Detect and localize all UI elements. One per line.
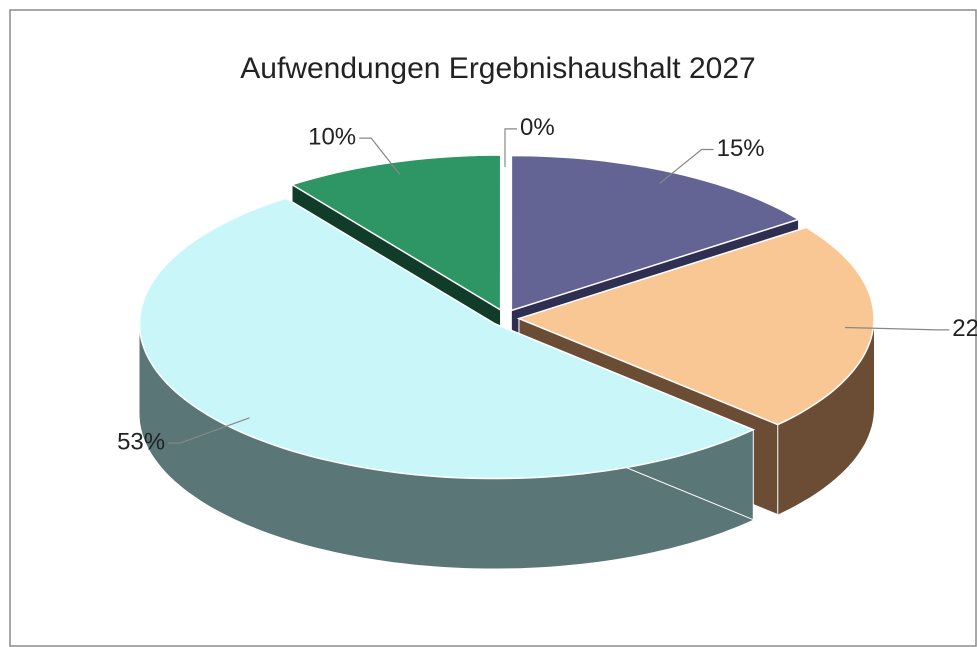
leader-line — [168, 417, 250, 444]
data-label: 15% — [717, 135, 765, 162]
leader-line — [844, 326, 950, 331]
slice-side — [777, 318, 874, 515]
slice-side — [139, 323, 754, 569]
data-label: 53% — [117, 428, 165, 455]
data-label: 0% — [520, 114, 555, 141]
data-label: 22% — [952, 315, 977, 342]
chart-title: Aufwendungen Ergebnishaushalt 2027 — [240, 52, 755, 85]
leader-line — [359, 137, 401, 175]
data-label: 10% — [308, 123, 356, 150]
leader-line — [504, 128, 517, 167]
leader-line — [659, 148, 714, 184]
